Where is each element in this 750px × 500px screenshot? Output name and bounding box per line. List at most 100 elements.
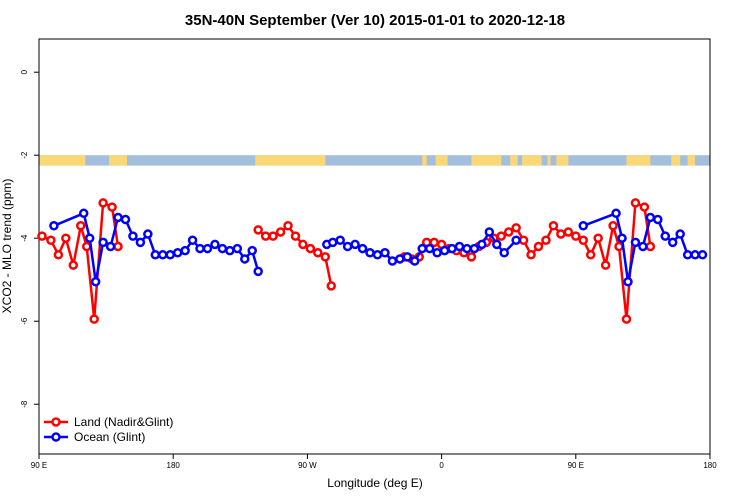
data-point-ocean-41	[432, 247, 442, 258]
strip-land-5	[471, 155, 502, 166]
data-point-ocean-17	[195, 243, 205, 254]
data-point-ocean-2	[84, 233, 95, 243]
data-point-ocean-18	[202, 243, 213, 254]
data-point-ocean-0	[49, 221, 59, 231]
strip-land-6	[510, 155, 518, 166]
data-point-land-52	[621, 314, 632, 324]
data-point-ocean-40	[424, 243, 435, 254]
data-point-ocean-34	[380, 247, 390, 258]
series-layer	[37, 198, 708, 324]
data-point-land-51	[614, 241, 624, 252]
data-point-ocean-42	[439, 245, 450, 256]
strip-land-7	[522, 155, 542, 166]
data-point-ocean-10	[143, 229, 153, 239]
data-point-ocean-60	[660, 231, 671, 241]
data-point-land-18	[305, 243, 316, 254]
data-point-ocean-48	[484, 227, 495, 237]
data-point-ocean-8	[128, 231, 138, 241]
data-point-ocean-4	[98, 237, 108, 248]
data-point-ocean-62	[675, 229, 685, 239]
data-point-ocean-51	[511, 235, 521, 246]
data-point-ocean-46	[469, 243, 480, 254]
data-point-land-10	[113, 241, 123, 252]
data-point-land-49	[600, 260, 611, 270]
strip-land-4	[435, 155, 448, 166]
data-point-ocean-29	[342, 241, 353, 252]
legend-marker-ocean	[51, 432, 61, 442]
data-point-ocean-52	[578, 221, 589, 231]
data-point-ocean-57	[638, 241, 648, 252]
data-point-land-53	[630, 198, 641, 208]
data-point-ocean-11	[150, 250, 161, 260]
data-point-land-35	[496, 231, 506, 241]
data-point-ocean-30	[350, 239, 360, 250]
data-point-land-40	[533, 241, 544, 252]
data-point-ocean-28	[335, 235, 345, 246]
data-point-land-4	[68, 260, 79, 270]
legend-label-land: Land (Nadir&Glint)	[74, 415, 173, 429]
data-point-ocean-16	[187, 235, 198, 246]
data-point-land-42	[548, 221, 559, 231]
data-point-land-46	[578, 235, 589, 246]
data-point-ocean-58	[645, 212, 656, 223]
data-point-ocean-15	[180, 245, 190, 256]
data-point-land-8	[98, 198, 108, 208]
data-point-land-37	[511, 223, 521, 233]
data-point-land-14	[275, 227, 286, 237]
data-point-ocean-25	[253, 266, 263, 277]
data-point-land-17	[298, 239, 308, 250]
data-point-land-9	[107, 202, 117, 212]
data-point-ocean-45	[462, 243, 472, 254]
data-point-land-13	[268, 231, 278, 241]
x-tick-label-0: 90 E	[31, 461, 47, 470]
y-tick-label-1: -2	[20, 151, 29, 159]
data-point-ocean-59	[653, 214, 663, 225]
data-point-land-5	[76, 221, 86, 231]
data-point-ocean-32	[365, 247, 375, 258]
data-point-land-21	[326, 281, 337, 291]
data-point-ocean-12	[158, 250, 168, 260]
data-point-ocean-43	[447, 243, 457, 254]
data-point-ocean-36	[395, 254, 405, 264]
x-tick-label-1: 180	[167, 461, 181, 470]
data-point-land-47	[585, 250, 596, 260]
data-point-ocean-39	[417, 243, 427, 254]
data-point-ocean-22	[232, 243, 243, 254]
y-tick-label-3: -6	[20, 317, 29, 325]
y-tick-label-2: -4	[20, 234, 29, 242]
data-point-ocean-23	[240, 254, 250, 264]
data-point-ocean-3	[90, 277, 101, 287]
data-point-ocean-64	[690, 250, 700, 260]
data-point-land-6	[81, 241, 92, 252]
data-point-ocean-27	[327, 237, 338, 248]
data-point-ocean-1	[78, 208, 89, 219]
data-point-land-50	[608, 221, 618, 231]
strip-land-10	[626, 155, 651, 166]
data-point-ocean-63	[682, 250, 693, 260]
legend: Land (Nadir&Glint) Ocean (Glint)	[44, 415, 173, 444]
surface-strip	[39, 155, 710, 166]
data-point-land-1	[46, 235, 56, 246]
data-point-land-48	[593, 233, 603, 243]
legend-label-ocean: Ocean (Glint)	[74, 430, 145, 444]
x-tick-label-2: 90 W	[298, 461, 317, 470]
data-point-ocean-38	[410, 256, 420, 266]
data-point-ocean-31	[357, 243, 368, 254]
data-point-ocean-65	[697, 250, 708, 260]
data-point-ocean-20	[217, 243, 228, 254]
strip-land-2	[255, 155, 326, 166]
data-point-ocean-24	[247, 245, 257, 256]
data-point-land-16	[290, 231, 301, 241]
data-point-ocean-5	[105, 241, 116, 252]
data-point-land-54	[639, 202, 650, 212]
data-point-ocean-61	[667, 237, 678, 248]
chart-title: 35N-40N September (Ver 10) 2015-01-01 to…	[185, 12, 565, 29]
x-tick-label-3: 0	[439, 461, 444, 470]
y-axis: 0 -2 -4 -6 -8	[20, 69, 39, 408]
data-point-ocean-9	[135, 237, 146, 248]
y-axis-label: XCO2 - MLO trend (ppm)	[0, 179, 14, 314]
data-point-land-0	[37, 231, 47, 241]
y-tick-label-0: 0	[20, 69, 29, 74]
data-point-ocean-14	[172, 247, 183, 258]
data-point-land-3	[61, 233, 71, 243]
